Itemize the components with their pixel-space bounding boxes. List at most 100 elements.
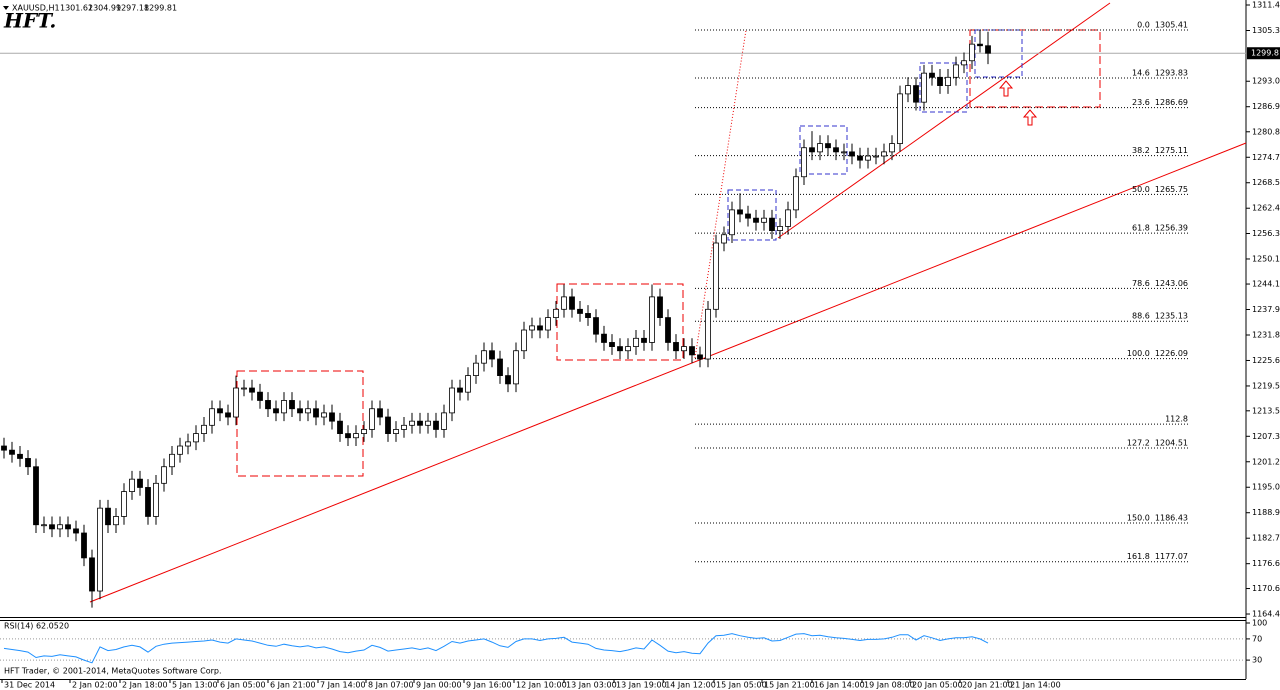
arrow-up	[1022, 109, 1038, 126]
fib-label: 61.8 1256.39	[1132, 224, 1188, 233]
candle-body	[961, 60, 967, 66]
rsi-tick-label: 30	[1252, 656, 1262, 665]
indicator-title: RSI(14) 62.0520	[4, 622, 69, 631]
candle-body	[201, 424, 207, 434]
candle-body	[745, 213, 751, 219]
zone-box	[556, 283, 684, 361]
x-tick-label: 16 Jan 14:00	[814, 681, 865, 690]
x-tick-label: 9 Jan 00:00	[416, 681, 462, 690]
candle-body	[825, 143, 831, 149]
candle-body	[561, 296, 567, 310]
symbol: XAUUSD,H1	[12, 4, 60, 13]
fib-label: 23.6 1286.69	[1132, 98, 1188, 107]
candle-body	[521, 329, 527, 352]
fib-label: 150.0 1186.43	[1127, 513, 1188, 522]
candle-body	[857, 155, 863, 161]
fib-label: 88.6 1235.13	[1132, 312, 1188, 321]
y-tick-label: 1311.45	[1252, 1, 1280, 10]
y-tick-label: 1262.40	[1252, 204, 1280, 213]
candle-body	[929, 72, 935, 78]
candle-body	[945, 76, 951, 86]
candle-body	[841, 151, 847, 154]
candle-body	[257, 391, 263, 401]
trendline	[89, 142, 1247, 603]
last-price-box	[1247, 47, 1280, 60]
candle-body	[953, 64, 959, 78]
candle-body	[769, 217, 775, 231]
y-tick-label: 1201.20	[1252, 457, 1280, 466]
candle-body	[761, 217, 767, 223]
candle-body	[265, 400, 271, 410]
candle-body	[137, 478, 143, 488]
candle-body	[177, 445, 183, 455]
footer: HFT Trader, © 2001-2014, MetaQuotes Soft…	[4, 667, 222, 676]
y-tick-label: 1219.50	[1252, 381, 1280, 390]
x-tick-label: 5 Jan 13:00	[172, 681, 218, 690]
fib-label: 161.8 1177.07	[1127, 552, 1188, 561]
candle-body	[617, 346, 623, 352]
candle-body	[505, 375, 511, 385]
y-tick-label: 1182.75	[1252, 534, 1280, 543]
candle-body	[225, 412, 231, 418]
x-tick-label: 6 Jan 21:00	[270, 681, 316, 690]
trendline	[777, 2, 1111, 239]
candle-body	[385, 416, 391, 434]
candle-body	[977, 43, 983, 47]
y-tick-label: 1274.70	[1252, 153, 1280, 162]
annotations	[89, 2, 1247, 603]
candle-body	[81, 532, 87, 559]
x-tick-label: 7 Jan 14:00	[320, 681, 366, 690]
candle-body	[161, 466, 167, 484]
candle-body	[473, 362, 479, 376]
y-tick-label: 1225.65	[1252, 356, 1280, 365]
candle-body	[417, 420, 423, 426]
candle-body	[449, 387, 455, 414]
candle-body	[9, 449, 15, 455]
candle-body	[905, 85, 911, 95]
candle-body	[569, 296, 575, 310]
x-tick-label: 31 Dec 2014	[4, 681, 55, 690]
candle-body	[705, 308, 711, 360]
candle-body	[737, 209, 743, 215]
candle-body	[145, 487, 151, 517]
candle-body	[65, 524, 71, 530]
candle-body	[537, 325, 543, 331]
y-tick-label: 1164.45	[1252, 610, 1280, 619]
candle-body	[433, 420, 439, 430]
candle-body	[185, 441, 191, 447]
rsi-tick-label: 70	[1252, 634, 1262, 643]
candle-body	[25, 458, 31, 468]
y-tick-label: 1268.55	[1252, 178, 1280, 187]
candle-body	[937, 76, 943, 86]
candle-body	[641, 337, 647, 343]
candle-body	[209, 408, 215, 426]
candle-body	[921, 72, 927, 103]
header-high: 1304.99	[88, 4, 121, 13]
candle-body	[73, 528, 79, 534]
candle-body	[585, 313, 591, 318]
candle-body	[729, 209, 735, 236]
candle-body	[649, 296, 655, 343]
candle-body	[169, 453, 175, 468]
candle-body	[665, 317, 671, 343]
candle-body	[129, 478, 135, 492]
candles	[1, 30, 991, 608]
arrow-up	[998, 80, 1014, 97]
y-tick-label: 1244.10	[1252, 280, 1280, 289]
x-tick-label: 9 Jan 16:00	[466, 681, 512, 690]
x-tick-label: 15 Jan 21:00	[764, 681, 815, 690]
candle-body	[313, 408, 319, 418]
candle-body	[457, 387, 463, 393]
candle-body	[89, 557, 95, 592]
candle-body	[633, 337, 639, 347]
candle-body	[233, 387, 239, 418]
x-tick-label: 14 Jan 12:00	[665, 681, 716, 690]
candle-body	[809, 147, 815, 153]
candle-body	[97, 507, 103, 592]
x-tick-label: 2 Jan 02:00	[72, 681, 118, 690]
candle-body	[833, 147, 839, 153]
y-tick-label: 1207.35	[1252, 432, 1280, 441]
y-tick-label: 1195.05	[1252, 483, 1280, 492]
y-tick-label: 1213.50	[1252, 406, 1280, 415]
